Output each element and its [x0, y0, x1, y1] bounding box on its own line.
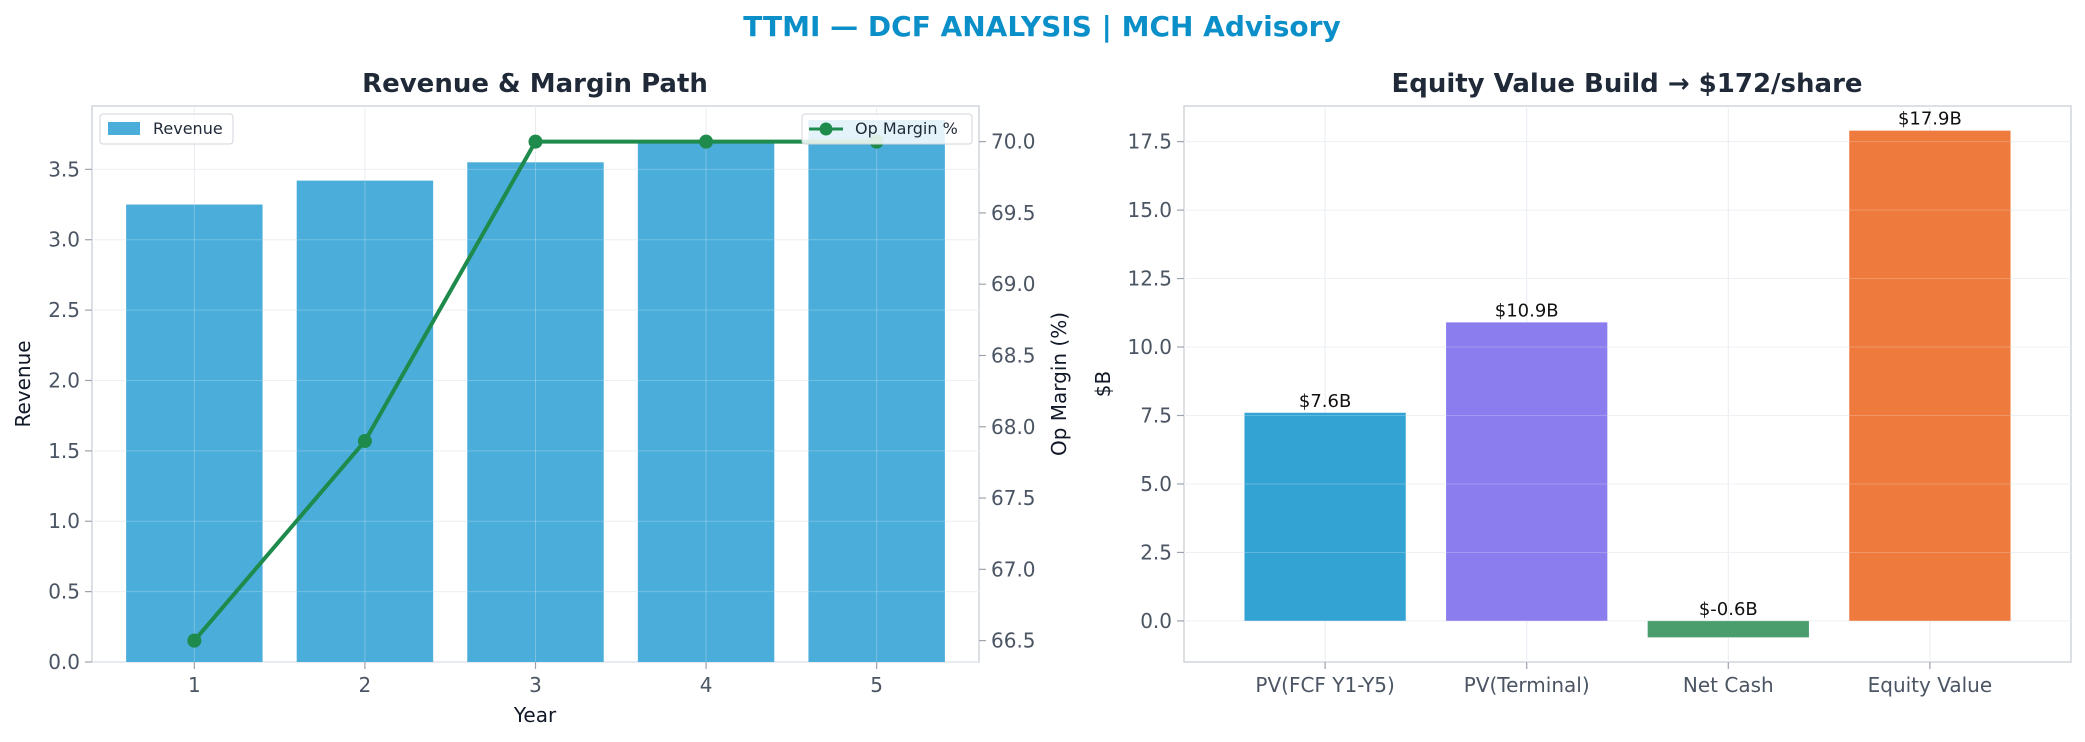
- op-margin-point: [699, 134, 714, 149]
- equity-value-chart: Equity Value Build → $172/share $7.6B $10…: [1091, 69, 2072, 697]
- revenue-bars: [92, 120, 979, 663]
- equity-y-ticks: 0.0 2.5 5.0 7.5 10.0 12.5 15.0 17.5: [1127, 130, 1184, 633]
- revenue-bar: [467, 162, 604, 662]
- revenue-tick-label: 1.0: [48, 509, 80, 533]
- op-margin-point: [357, 434, 372, 449]
- revenue-axis-label: Revenue: [11, 340, 35, 427]
- year-tick-label: 2: [359, 673, 372, 697]
- equity-tick-label: 17.5: [1127, 130, 1172, 154]
- op-margin-point: [187, 633, 202, 648]
- revenue-tick-label: 2.0: [48, 368, 80, 392]
- op-margin-tick-label: 68.0: [991, 415, 1036, 439]
- op-margin-axis-label: Op Margin (%): [1047, 312, 1071, 456]
- op-margin-tick-label: 67.5: [991, 486, 1036, 510]
- equity-bars: [1184, 130, 2071, 638]
- op-margin-tick-label: 68.5: [991, 343, 1036, 367]
- billions-axis-label: $B: [1091, 371, 1115, 397]
- equity-category-label: PV(Terminal): [1464, 673, 1590, 697]
- equity-tick-label: 2.5: [1140, 540, 1172, 564]
- year-tick-label: 4: [700, 673, 713, 697]
- op-margin-tick-label: 69.0: [991, 272, 1036, 296]
- equity-bar: [1244, 412, 1406, 621]
- equity-data-label: $7.6B: [1299, 391, 1351, 412]
- op-margin-tick-label: 66.5: [991, 629, 1036, 653]
- revenue-tick-label: 3.5: [48, 157, 80, 181]
- equity-bar: [1849, 130, 2011, 621]
- equity-tick-label: 15.0: [1127, 198, 1172, 222]
- year-x-ticks: 1 2 3 4 5: [188, 662, 883, 697]
- equity-category-label: PV(FCF Y1-Y5): [1255, 673, 1394, 697]
- revenue-tick-label: 0.5: [48, 580, 80, 604]
- equity-category-label: Equity Value: [1868, 673, 1993, 697]
- equity-x-ticks: PV(FCF Y1-Y5) PV(Terminal) Net Cash Equity …: [1255, 662, 1992, 697]
- figure-suptitle: TTMI — DCF ANALYSIS | MCH Advisory: [743, 10, 1340, 43]
- year-tick-label: 5: [870, 673, 883, 697]
- op-margin-y-ticks: 66.5 67.0 67.5 68.0 68.5 69.0 69.5 70.0: [979, 130, 1036, 653]
- op-margin-legend: Op Margin %: [801, 113, 973, 145]
- equity-tick-label: 0.0: [1140, 609, 1172, 633]
- op-margin-legend-label: Op Margin %: [855, 119, 958, 138]
- revenue-legend-swatch: [108, 122, 140, 135]
- year-tick-label: 1: [188, 673, 201, 697]
- op-margin-tick-label: 69.5: [991, 201, 1036, 225]
- op-margin-tick-label: 67.0: [991, 557, 1036, 581]
- equity-tick-label: 7.5: [1140, 403, 1172, 427]
- equity-value-title: Equity Value Build → $172/share: [1391, 69, 1862, 99]
- equity-tick-label: 10.0: [1127, 335, 1172, 359]
- revenue-tick-label: 1.5: [48, 439, 80, 463]
- revenue-legend-box: [99, 113, 234, 145]
- op-margin-tick-label: 70.0: [991, 130, 1036, 154]
- revenue-margin-chart: Revenue & Margin Path 0.0 0.5 1.0 1.5 2.0 2.5…: [11, 69, 1071, 727]
- equity-tick-label: 5.0: [1140, 472, 1172, 496]
- revenue-bar: [637, 141, 775, 662]
- op-margin-legend-box: [801, 113, 973, 145]
- revenue-tick-label: 0.0: [48, 650, 80, 674]
- revenue-y-ticks: 0.0 0.5 1.0 1.5 2.0 2.5 3.0 3.5: [48, 157, 92, 674]
- revenue-tick-label: 2.5: [48, 298, 80, 322]
- year-tick-label: 3: [529, 673, 542, 697]
- revenue-legend: Revenue: [99, 113, 234, 145]
- op-margin-point: [528, 134, 543, 149]
- op-margin-legend-marker: [819, 122, 833, 136]
- equity-tick-label: 12.5: [1127, 267, 1172, 291]
- revenue-legend-label: Revenue: [153, 119, 223, 138]
- revenue-margin-title: Revenue & Margin Path: [362, 69, 708, 99]
- equity-bar: [1647, 620, 1809, 638]
- revenue-bar: [296, 180, 434, 662]
- equity-data-label: $17.9B: [1898, 109, 1962, 130]
- equity-category-label: Net Cash: [1683, 673, 1774, 697]
- equity-bar: [1446, 322, 1608, 621]
- revenue-bar: [808, 120, 945, 663]
- revenue-tick-label: 3.0: [48, 228, 80, 252]
- equity-data-labels: $7.6B $10.9B $-0.6B $17.9B: [1299, 109, 1962, 620]
- year-axis-label: Year: [513, 703, 557, 727]
- equity-data-label: $10.9B: [1495, 300, 1559, 321]
- equity-data-label: $-0.6B: [1699, 599, 1758, 620]
